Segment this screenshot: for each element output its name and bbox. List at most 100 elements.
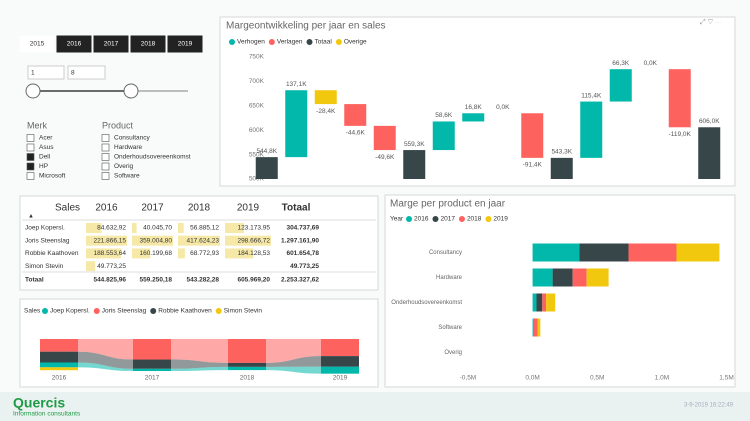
ribbon: [171, 339, 228, 363]
legend-marker: [458, 216, 465, 222]
bar-segment: [542, 293, 547, 312]
data-bar: [132, 248, 151, 259]
legend-title: Sales: [24, 308, 41, 315]
waterfall-bar: [373, 125, 396, 151]
data-label: -44,6K: [346, 130, 366, 137]
legend-marker: [406, 216, 412, 222]
slider-handle[interactable]: [123, 83, 139, 99]
filter-item: Dell: [39, 154, 51, 161]
year-label: 2017: [104, 41, 119, 48]
cell: 68.772,93: [190, 250, 219, 257]
data-bar: [178, 223, 184, 233]
data-label: 0,0K: [496, 104, 510, 111]
data-label: 559,3K: [404, 141, 425, 148]
data-bar: [225, 235, 271, 246]
data-label: -91,4K: [523, 162, 543, 169]
waterfall-bar: [521, 113, 544, 158]
ribbon-column: [321, 339, 359, 357]
filter-item: Software: [114, 173, 140, 180]
checkbox[interactable]: [26, 134, 35, 142]
ribbon: [78, 339, 133, 360]
checkbox[interactable]: [26, 172, 35, 180]
row-header: Totaal: [25, 277, 44, 284]
filter-item: Overig: [114, 163, 134, 170]
sort-arrow[interactable]: ▲: [28, 214, 34, 220]
year-button[interactable]: [19, 35, 55, 53]
range-input[interactable]: [27, 65, 65, 80]
checkbox[interactable]: [101, 162, 110, 171]
y-tick-label: Hardware: [436, 275, 463, 281]
year-label: 2019: [178, 41, 193, 48]
y-tick-label: 650K: [249, 103, 265, 110]
x-tick-label: 2017: [145, 375, 160, 382]
bar-segment: [532, 318, 534, 337]
filter-title: Product: [102, 120, 134, 130]
checkbox[interactable]: [26, 162, 35, 171]
bar-segment: [532, 243, 580, 262]
cell: 1.297.161,90: [281, 237, 319, 244]
checkbox[interactable]: [101, 172, 110, 180]
bar-segment: [537, 318, 541, 337]
filter-item: Acer: [39, 135, 53, 142]
ribbon-column: [228, 366, 266, 371]
filter-item: Asus: [39, 144, 54, 151]
ribbon-column: [321, 366, 359, 374]
year-button[interactable]: [167, 35, 203, 53]
range-max: 8: [71, 70, 75, 77]
checkbox[interactable]: [101, 153, 110, 161]
cell: 49.773,25: [97, 263, 126, 270]
y-tick-label: Consultancy: [429, 250, 462, 256]
column-header: 2018: [188, 203, 211, 214]
cell: 160.199,68: [139, 250, 172, 257]
ribbon-column: [40, 362, 78, 368]
column-header: 2016: [95, 203, 118, 214]
panel-icons[interactable]: ⤢ ▽ ⋯: [700, 19, 722, 26]
checkbox[interactable]: [26, 143, 35, 152]
bar-segment: [532, 293, 537, 312]
data-label: 66,3K: [612, 60, 630, 67]
column-header: Sales: [55, 203, 80, 214]
data-label: 0,0K: [644, 60, 658, 67]
cell: 188.553,64: [93, 250, 126, 257]
legend-marker: [42, 308, 48, 314]
legend-marker: [229, 39, 235, 45]
range-input[interactable]: [67, 65, 106, 80]
column-header: 2019: [237, 203, 260, 214]
ribbon: [266, 356, 321, 367]
row-header: Simon Stevin: [25, 263, 64, 270]
year-button[interactable]: [93, 35, 129, 53]
cell: 49.773,25: [290, 263, 319, 270]
checkbox[interactable]: [101, 143, 110, 152]
x-tick-label: 2016: [52, 375, 67, 382]
legend-label: Overige: [344, 39, 367, 46]
bar-segment: [572, 268, 587, 287]
waterfall-bar: [344, 104, 367, 126]
slider-handle[interactable]: [25, 83, 41, 99]
legend-marker: [150, 308, 157, 314]
year-label: 2015: [30, 41, 45, 48]
y-tick-label: 500K: [249, 176, 265, 183]
bar-segment: [533, 318, 538, 337]
bar-segment: [628, 243, 677, 262]
year-label: 2016: [67, 41, 82, 48]
cell: 56.885,12: [190, 225, 219, 232]
legend-label: 2019: [493, 216, 508, 223]
ribbon-column: [321, 356, 359, 367]
year-button[interactable]: [56, 35, 92, 53]
data-label: 606,0K: [699, 118, 720, 125]
cell: 304.737,69: [286, 225, 319, 232]
year-button[interactable]: [130, 35, 166, 53]
checkbox[interactable]: [26, 153, 35, 161]
ribbon-column: [133, 368, 171, 371]
cell: 544.825,96: [93, 277, 126, 284]
bar-segment: [676, 243, 720, 262]
ribbon: [78, 362, 133, 371]
ribbon-column: [40, 367, 78, 371]
checkbox[interactable]: [101, 134, 110, 142]
legend-label: 2017: [440, 216, 455, 223]
data-bar: [132, 223, 137, 233]
bar-segment: [536, 293, 543, 312]
data-label: -28,4K: [316, 108, 336, 115]
